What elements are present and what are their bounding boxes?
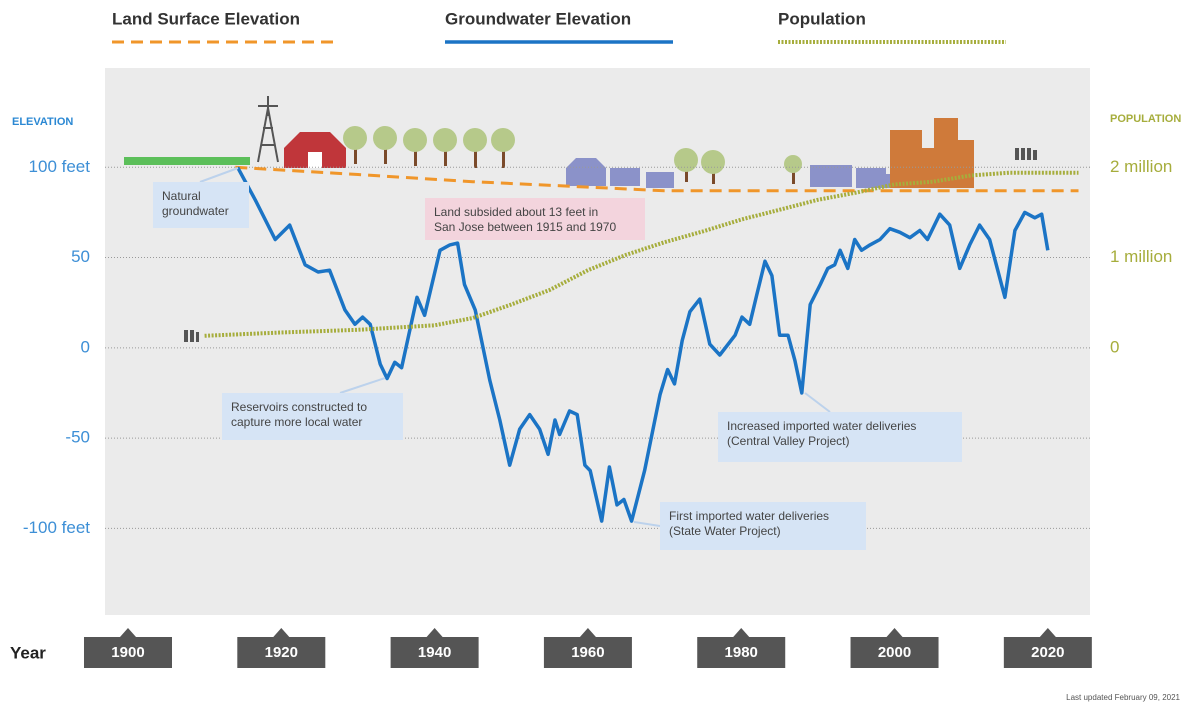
year-box [83,637,172,668]
y-tick-label: 100 feet [29,157,91,176]
orchard [343,126,802,184]
annotation-text: groundwater [162,204,229,218]
y-tick-label: 50 [71,247,90,266]
houses [566,158,910,188]
annotation-connector [339,377,386,394]
legend-label: Land Surface Elevation [112,9,300,28]
x-tick-mark [579,628,596,637]
annotation-box [718,412,962,462]
x-tick-mark [886,628,903,637]
series-line [236,166,1050,523]
y-tick-label: 0 [81,337,90,356]
annotation-text: Natural [162,189,201,203]
y-tick-label: -100 feet [23,518,90,537]
buildings [890,118,974,188]
annotation-text: (State Water Project) [669,524,781,538]
illustrations [124,96,1037,342]
annotation-text: First imported water deliveries [669,509,829,523]
annotation-text: San Jose between 1915 and 1970 [434,220,616,234]
y2-tick-label: 0 [1110,337,1119,356]
y2-tick-label: 2 million [1110,157,1172,176]
year-box [390,637,479,668]
annotation-text: Increased imported water deliveries [727,419,916,433]
y2-axis-title: POPULATION [1110,113,1181,125]
x-tick-mark [119,628,136,637]
annotation-connector [633,521,661,527]
x-tick-label: 1980 [725,644,758,661]
barn [284,132,346,168]
year-box [1003,637,1092,668]
annotation-text: Land subsided about 13 feet in [434,205,598,219]
y-tick-label: -50 [65,428,90,447]
annotation-text: (Central Valley Project) [727,434,849,448]
year-box [697,637,786,668]
grass [124,157,250,165]
legend-label: Population [778,9,866,28]
annotation-connector [804,392,831,413]
year-box [237,637,326,668]
series-line [235,165,1079,193]
y-axis-title: ELEVATION [12,116,73,128]
footnote: Last updated February 09, 2021 [1066,693,1180,702]
x-tick-label: 1920 [265,644,298,661]
annotation-box [222,393,403,440]
annotation-box [425,198,645,240]
annotation-box [660,502,866,550]
x-tick-mark [1039,628,1056,637]
x-tick-label: 2000 [878,644,911,661]
windmill [257,96,279,163]
x-tick-mark [273,628,290,637]
annotation-text: Reservoirs constructed to [231,400,367,414]
y2-tick-label: 1 million [1110,247,1172,266]
legend-label: Groundwater Elevation [445,9,631,28]
annotation-text: capture more local water [231,415,362,429]
x-tick-mark [733,628,750,637]
annotation-connector [199,167,239,183]
x-tick-label: 1940 [418,644,451,661]
x-axis-title: Year [10,643,46,662]
x-tick-mark [426,628,443,637]
people-icons [184,148,1037,342]
x-tick-label: 1900 [111,644,144,661]
x-tick-label: 2020 [1031,644,1064,661]
year-box [850,637,939,668]
year-box [543,637,632,668]
annotation-box [153,182,249,228]
x-tick-label: 1960 [571,644,604,661]
